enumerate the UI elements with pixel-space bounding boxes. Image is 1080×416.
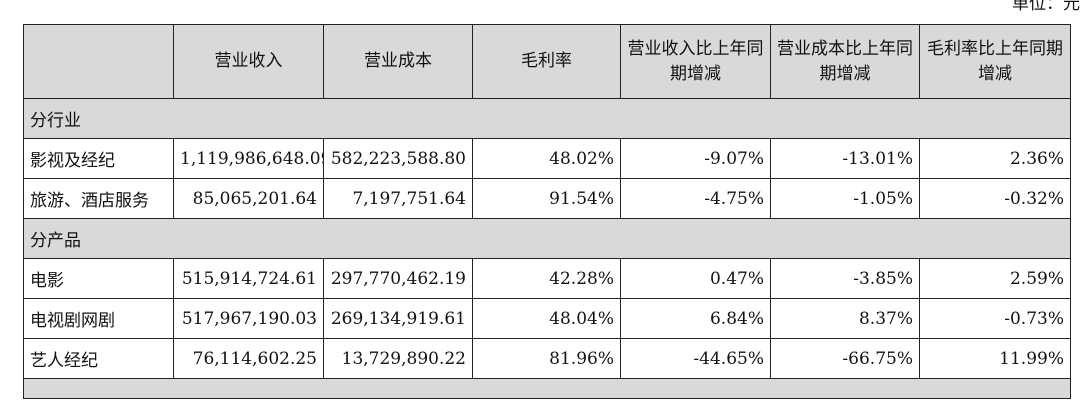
header-cost: 营业成本 xyxy=(323,24,473,99)
cell-cost: 269,134,919.61 xyxy=(323,298,473,339)
section-row-by-product: 分产品 xyxy=(23,218,1071,259)
cell-cost-yoy: -13.01% xyxy=(770,138,920,179)
cell-cost: 13,729,890.22 xyxy=(323,338,473,379)
row-label: 艺人经纪 xyxy=(23,338,174,379)
cell-cost: 7,197,751.64 xyxy=(323,178,473,219)
section-title: 分行业 xyxy=(23,98,1071,139)
cell-cost: 297,770,462.19 xyxy=(323,258,473,299)
cell-margin-yoy: 11.99% xyxy=(919,338,1071,379)
header-cost-yoy-change: 营业成本比上年同期增减 xyxy=(770,24,920,99)
financial-table: 营业收入 营业成本 毛利率 营业收入比上年同期增减 营业成本比上年同期增减 毛利… xyxy=(23,24,1071,399)
cell-margin-yoy: 2.36% xyxy=(919,138,1071,179)
cell-revenue: 76,114,602.25 xyxy=(173,338,324,379)
cell-gross-margin: 81.96% xyxy=(472,338,621,379)
unit-note: 单位：元 xyxy=(1012,0,1080,14)
cell-revenue-yoy: 0.47% xyxy=(620,258,771,299)
section-title: 分产品 xyxy=(23,218,1071,259)
table-row-cut-off xyxy=(23,378,1071,399)
cell-cost-yoy: -3.85% xyxy=(770,258,920,299)
cell-gross-margin: 48.02% xyxy=(472,138,621,179)
cell-cost-yoy: -66.75% xyxy=(770,338,920,379)
header-revenue: 营业收入 xyxy=(173,24,324,99)
cell-revenue: 1,119,986,648.09 xyxy=(173,138,324,179)
section-row-by-industry: 分行业 xyxy=(23,98,1071,139)
header-margin-yoy-change: 毛利率比上年同期增减 xyxy=(919,24,1071,99)
cell-revenue-yoy: -9.07% xyxy=(620,138,771,179)
row-label: 影视及经纪 xyxy=(23,138,174,179)
cell-revenue: 85,065,201.64 xyxy=(173,178,324,219)
table-row: 电视剧网剧 517,967,190.03 269,134,919.61 48.0… xyxy=(23,298,1071,339)
cell-margin-yoy: -0.73% xyxy=(919,298,1071,339)
cell-revenue: 515,914,724.61 xyxy=(173,258,324,299)
header-cell-blank xyxy=(23,24,174,99)
row-label: 电影 xyxy=(23,258,174,299)
header-revenue-yoy-change: 营业收入比上年同期增减 xyxy=(620,24,771,99)
table-header-row: 营业收入 营业成本 毛利率 营业收入比上年同期增减 营业成本比上年同期增减 毛利… xyxy=(23,24,1071,99)
cell-revenue-yoy: -44.65% xyxy=(620,338,771,379)
cell-revenue-yoy: 6.84% xyxy=(620,298,771,339)
cell-gross-margin: 42.28% xyxy=(472,258,621,299)
table-row: 艺人经纪 76,114,602.25 13,729,890.22 81.96% … xyxy=(23,338,1071,379)
cell-cost-yoy: -1.05% xyxy=(770,178,920,219)
cell-cost: 582,223,588.80 xyxy=(323,138,473,179)
cell-gross-margin: 48.04% xyxy=(472,298,621,339)
cell-gross-margin: 91.54% xyxy=(472,178,621,219)
table-row: 电影 515,914,724.61 297,770,462.19 42.28% … xyxy=(23,258,1071,299)
cell-margin-yoy: -0.32% xyxy=(919,178,1071,219)
cell-revenue: 517,967,190.03 xyxy=(173,298,324,339)
row-label: 电视剧网剧 xyxy=(23,298,174,339)
cell-revenue-yoy: -4.75% xyxy=(620,178,771,219)
cut-off-row-cell xyxy=(23,378,1071,399)
table-row: 旅游、酒店服务 85,065,201.64 7,197,751.64 91.54… xyxy=(23,178,1071,219)
cell-cost-yoy: 8.37% xyxy=(770,298,920,339)
cell-margin-yoy: 2.59% xyxy=(919,258,1071,299)
header-gross-margin: 毛利率 xyxy=(472,24,621,99)
row-label: 旅游、酒店服务 xyxy=(23,178,174,219)
table-row: 影视及经纪 1,119,986,648.09 582,223,588.80 48… xyxy=(23,138,1071,179)
